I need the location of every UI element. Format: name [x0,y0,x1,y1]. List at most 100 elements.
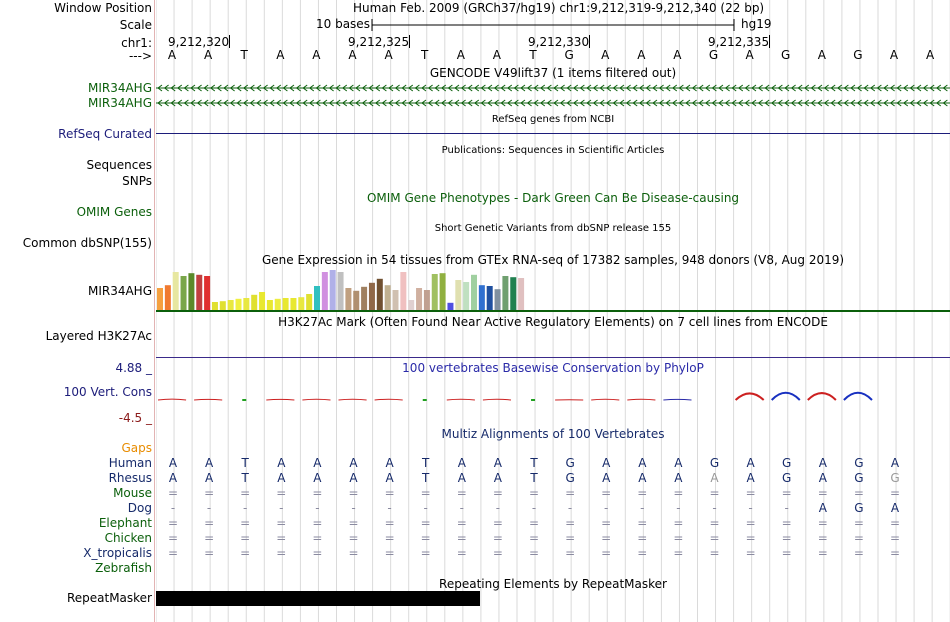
gtex-tissue-bar[interactable] [376,278,383,310]
gtex-tissue-bar[interactable] [306,294,313,310]
gtex-tissue-bar[interactable] [251,294,258,310]
repeatmasker-element[interactable] [156,591,480,606]
gtex-tissue-bar[interactable] [204,276,211,310]
gtex-tissue-bar[interactable] [188,273,195,310]
gtex-tissue-bar[interactable] [463,282,470,310]
multiz-base: = [781,516,792,530]
gtex-tissue-bar[interactable] [392,290,399,310]
gtex-tissue-bar[interactable] [164,285,171,310]
gtex-tissue-bar[interactable] [408,300,415,310]
gtex-tissue-bar[interactable] [196,274,203,310]
multiz-base: A [277,471,286,485]
gtex-tissue-bar[interactable] [439,273,446,310]
repeatmasker-track-label[interactable]: RepeatMasker [66,591,152,605]
base-letter: T [529,48,537,62]
strand-arrow-label[interactable]: ---> [128,49,152,63]
phylop-conservation-plot[interactable] [156,376,950,424]
multiz-species-label[interactable]: Elephant [98,516,152,530]
multiz-base: = [420,531,431,545]
gtex-tissue-bar[interactable] [235,298,242,310]
sequences-track-label[interactable]: Sequences [86,158,152,172]
gtex-tissue-bar[interactable] [329,270,336,310]
multiz-species-label[interactable]: Dog [127,501,152,515]
gtex-tissue-bar[interactable] [172,272,179,310]
gtex-tissue-bar[interactable] [494,289,501,310]
multiz-base: = [456,486,467,500]
gtex-tissue-bar[interactable] [157,288,163,310]
gtex-tissue-bar[interactable] [345,288,352,310]
multiz-base: = [312,546,323,560]
multiz-base: = [204,486,215,500]
gtex-tissue-bar[interactable] [266,300,273,310]
multiz-base: A [602,456,611,470]
gencode-track-label-1[interactable]: MIR34AHG [87,81,152,95]
gtex-tissue-bar[interactable] [361,286,368,310]
multiz-base: T [422,456,430,470]
multiz-species-label[interactable]: Rhesus [108,471,152,485]
gtex-tissue-bar[interactable] [314,286,320,310]
scale-label[interactable]: Scale [119,18,152,32]
multiz-base: A [746,456,755,470]
phylop-score-mark [663,398,692,401]
h3k27ac-signal-line[interactable] [156,357,950,358]
gaps-track-label[interactable]: Gaps [121,441,152,455]
multiz-base: = [240,531,251,545]
gtex-tissue-bar[interactable] [353,290,360,310]
gtex-tissue-bar[interactable] [423,290,430,310]
gtex-tissue-bar[interactable] [180,276,187,310]
multiz-base: = [889,486,901,500]
refseq-track-label[interactable]: RefSeq Curated [58,127,152,141]
gtex-tissue-bar[interactable] [400,272,407,310]
gtex-tissue-bar[interactable] [431,274,438,310]
gtex-tissue-bar[interactable] [337,272,344,310]
multiz-base: A [457,456,466,470]
multiz-base: A [818,501,827,515]
gtex-tissue-bar[interactable] [455,280,462,310]
gtex-tissue-bar[interactable] [243,298,250,310]
phylop-track-label[interactable]: 100 Vert. Cons [63,385,152,399]
gtex-tissue-bar[interactable] [211,302,218,310]
multiz-species-label[interactable]: Mouse [113,486,152,500]
gtex-tissue-bar[interactable] [227,300,234,310]
gencode-transcript-2[interactable] [156,99,950,107]
window-position-label[interactable]: Window Position [54,1,152,15]
multiz-base: = [709,516,720,530]
multiz-base: = [528,516,540,530]
gencode-transcript-1[interactable] [156,84,950,92]
ruler-tick-label: 9,212,325 [348,35,410,49]
snps-track-label[interactable]: SNPs [122,174,152,188]
dbsnp-track-label[interactable]: Common dbSNP(155) [22,236,152,250]
gtex-tissue-bar[interactable] [282,298,289,310]
gtex-bar-chart[interactable] [156,268,536,311]
gtex-tissue-bar[interactable] [290,298,297,310]
gencode-track-label-2[interactable]: MIR34AHG [87,96,152,110]
multiz-species-label[interactable]: Zebrafish [95,561,152,575]
gtex-tissue-bar[interactable] [518,278,525,310]
gtex-tissue-bar[interactable] [447,302,454,310]
gtex-gene-bar[interactable] [156,310,950,312]
gtex-tissue-bar[interactable] [219,301,226,310]
gtex-tissue-bar[interactable] [478,285,485,310]
gtex-tissue-bar[interactable] [298,297,305,310]
gtex-track-label[interactable]: MIR34AHG [87,284,152,298]
chr-label[interactable]: chr1: [121,36,152,50]
refseq-gene-line[interactable] [156,133,950,134]
window-position-text: Human Feb. 2009 (GRCh37/hg19) chr1:9,212… [353,1,765,15]
gtex-tissue-bar[interactable] [502,276,509,310]
gtex-tissue-bar[interactable] [321,272,328,310]
multiz-species-label[interactable]: Human [108,456,152,470]
multiz-species-label[interactable]: Chicken [104,531,152,545]
gtex-tissue-bar[interactable] [510,277,517,310]
gtex-tissue-bar[interactable] [486,286,493,310]
gtex-tissue-bar[interactable] [274,298,281,310]
gtex-tissue-bar[interactable] [259,292,266,310]
gtex-tissue-bar[interactable] [416,288,423,310]
h3k27ac-track-label[interactable]: Layered H3K27Ac [45,329,152,343]
gtex-tissue-bar[interactable] [368,282,375,310]
multiz-base: = [456,531,467,545]
omim-track-label[interactable]: OMIM Genes [76,205,152,219]
multiz-species-label[interactable]: X_tropicalis [83,546,152,560]
multiz-base: = [673,531,684,545]
gtex-tissue-bar[interactable] [471,274,477,310]
gtex-tissue-bar[interactable] [384,285,391,310]
